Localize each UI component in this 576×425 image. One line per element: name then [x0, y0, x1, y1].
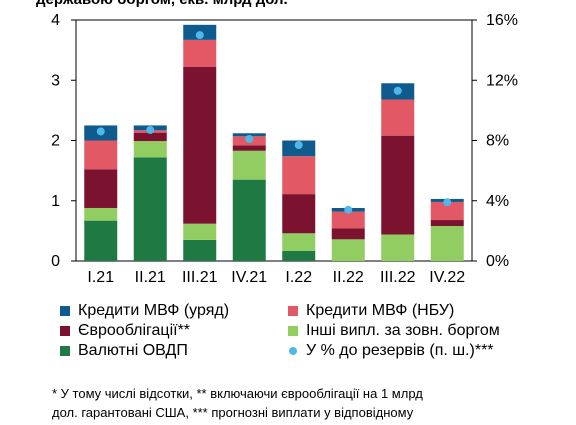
legend-swatch [288, 326, 298, 336]
reserve-point [96, 127, 105, 136]
bar-segment-other [84, 207, 118, 221]
legend-label: Кредити МВФ (НБУ) [306, 302, 455, 319]
bar-segment-ovdp [183, 239, 217, 261]
legend-label: У % до резервів (п. ш.)*** [306, 342, 494, 359]
legend-item-eurobonds: Єврооблігації** [60, 322, 190, 340]
y-left-tick-label: 0 [51, 253, 60, 270]
tick-labels: 0 1 2 3 4 0% 4% 8% 12% 16% I.21 II.21 III.21 IV.21 I.2… [51, 12, 518, 286]
legend-item-pct_reserves: У % до резервів (п. ш.)*** [288, 342, 494, 360]
bar-segment-eurobonds [430, 220, 464, 227]
legend-swatch [60, 346, 70, 356]
y-left-tick-label: 3 [51, 72, 60, 89]
footnote-line-2: дол. гарантовані США, *** прогнозні випл… [52, 405, 414, 420]
chart-title: державою боргом, екв. млрд дол. [36, 0, 288, 8]
bar-segment-other [331, 239, 365, 261]
x-tick-label: IV.22 [429, 269, 465, 286]
y-left-tick-label: 4 [51, 12, 60, 29]
bar-segment-ovdp [133, 157, 167, 261]
bar-segment-ovdp [282, 250, 316, 261]
bar-segment-other [430, 226, 464, 261]
legend-label: Кредити МВФ (уряд) [78, 302, 230, 319]
bar-segment-ovdp [232, 179, 266, 261]
reserve-point [344, 205, 353, 214]
bar-segment-other [232, 150, 266, 180]
reserve-point [195, 31, 204, 40]
bar-segment-eurobonds [381, 135, 415, 235]
bar-segment-other [133, 141, 167, 158]
y-right-tick-label: 4% [486, 193, 509, 210]
reserve-point [294, 141, 303, 150]
x-tick-label: III.21 [182, 269, 218, 286]
legend-item-imf_gov: Кредити МВФ (уряд) [60, 302, 229, 320]
x-tick-label: III.22 [380, 269, 416, 286]
footnote-line-1: * У тому числі відсотки, ** включаючи єв… [52, 386, 423, 401]
bar-segment-eurobonds [232, 145, 266, 151]
x-tick-label: I.22 [285, 269, 312, 286]
legend-label: Єврооблігації** [78, 322, 191, 339]
bar-segment-eurobonds [84, 169, 118, 208]
x-tick-label: II.22 [333, 269, 364, 286]
y-right-tick-label: 0% [486, 253, 509, 270]
x-tick-label: IV.21 [231, 269, 267, 286]
legend-label: Інші випл. за зовн. боргом [306, 322, 500, 339]
bar-segment-eurobonds [331, 228, 365, 240]
axes [71, 19, 477, 262]
y-right-tick-label: 12% [486, 72, 518, 89]
bar-segment-eurobonds [133, 132, 167, 142]
bar-segment-eurobonds [282, 194, 316, 234]
x-tick-label: II.21 [135, 269, 166, 286]
bar-segment-other [183, 223, 217, 240]
legend-swatch [60, 326, 70, 336]
bar-segment-imf_nbu [282, 156, 316, 195]
bar-segment-eurobonds [183, 66, 217, 224]
bar-segment-imf_nbu [331, 211, 365, 229]
reserve-point [245, 134, 254, 143]
footnote: * У тому числі відсотки, ** включаючи єв… [52, 384, 562, 422]
reserve-points [96, 31, 452, 214]
bar-segment-imf_nbu [430, 201, 464, 221]
bars [84, 24, 464, 261]
bar-segment-other [282, 233, 316, 251]
legend-label: Валютні ОВДП [78, 342, 188, 359]
bar-segment-imf_nbu [84, 140, 118, 170]
reserve-point [393, 86, 402, 95]
chart: 0 1 2 3 4 0% 4% 8% 12% 16% I.21 II.21 III.21 IV.21 I.2… [51, 12, 518, 286]
bar-segment-other [381, 234, 415, 261]
bar-segment-ovdp [84, 220, 118, 261]
y-right-tick-label: 8% [486, 133, 509, 150]
legend-swatch [289, 347, 297, 355]
bar-segment-imf_gov [232, 133, 266, 137]
legend-swatch [288, 306, 298, 316]
reserve-point [443, 198, 452, 207]
y-left-tick-label: 1 [51, 193, 60, 210]
reserve-point [146, 125, 155, 134]
legend-swatch [60, 306, 70, 316]
y-left-tick-label: 2 [51, 133, 60, 150]
x-tick-label: I.21 [87, 269, 114, 286]
legend-item-imf_nbu: Кредити МВФ (НБУ) [288, 302, 454, 320]
bar-segment-imf_nbu [183, 39, 217, 67]
bar-segment-imf_nbu [381, 99, 415, 136]
legend-item-ovdp: Валютні ОВДП [60, 342, 188, 360]
y-right-tick-label: 16% [486, 12, 518, 29]
legend-item-other: Інші випл. за зовн. боргом [288, 322, 500, 340]
